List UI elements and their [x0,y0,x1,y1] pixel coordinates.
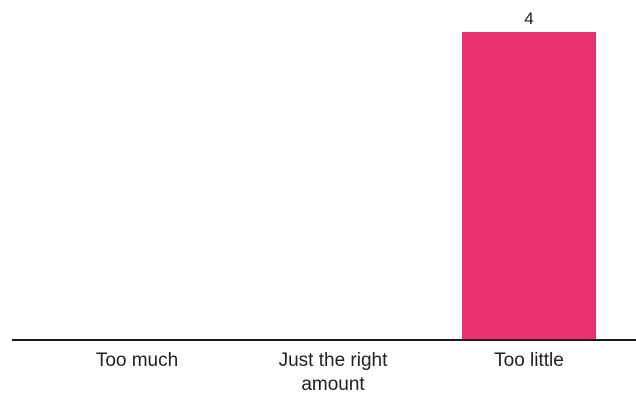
data-label-2: 4 [524,9,533,28]
x-tick-label-0: Too much [96,350,178,371]
x-tick-label-1: Just the right amount [279,350,388,394]
bar-2 [462,32,596,340]
x-tick-label-2: Too little [494,350,564,371]
